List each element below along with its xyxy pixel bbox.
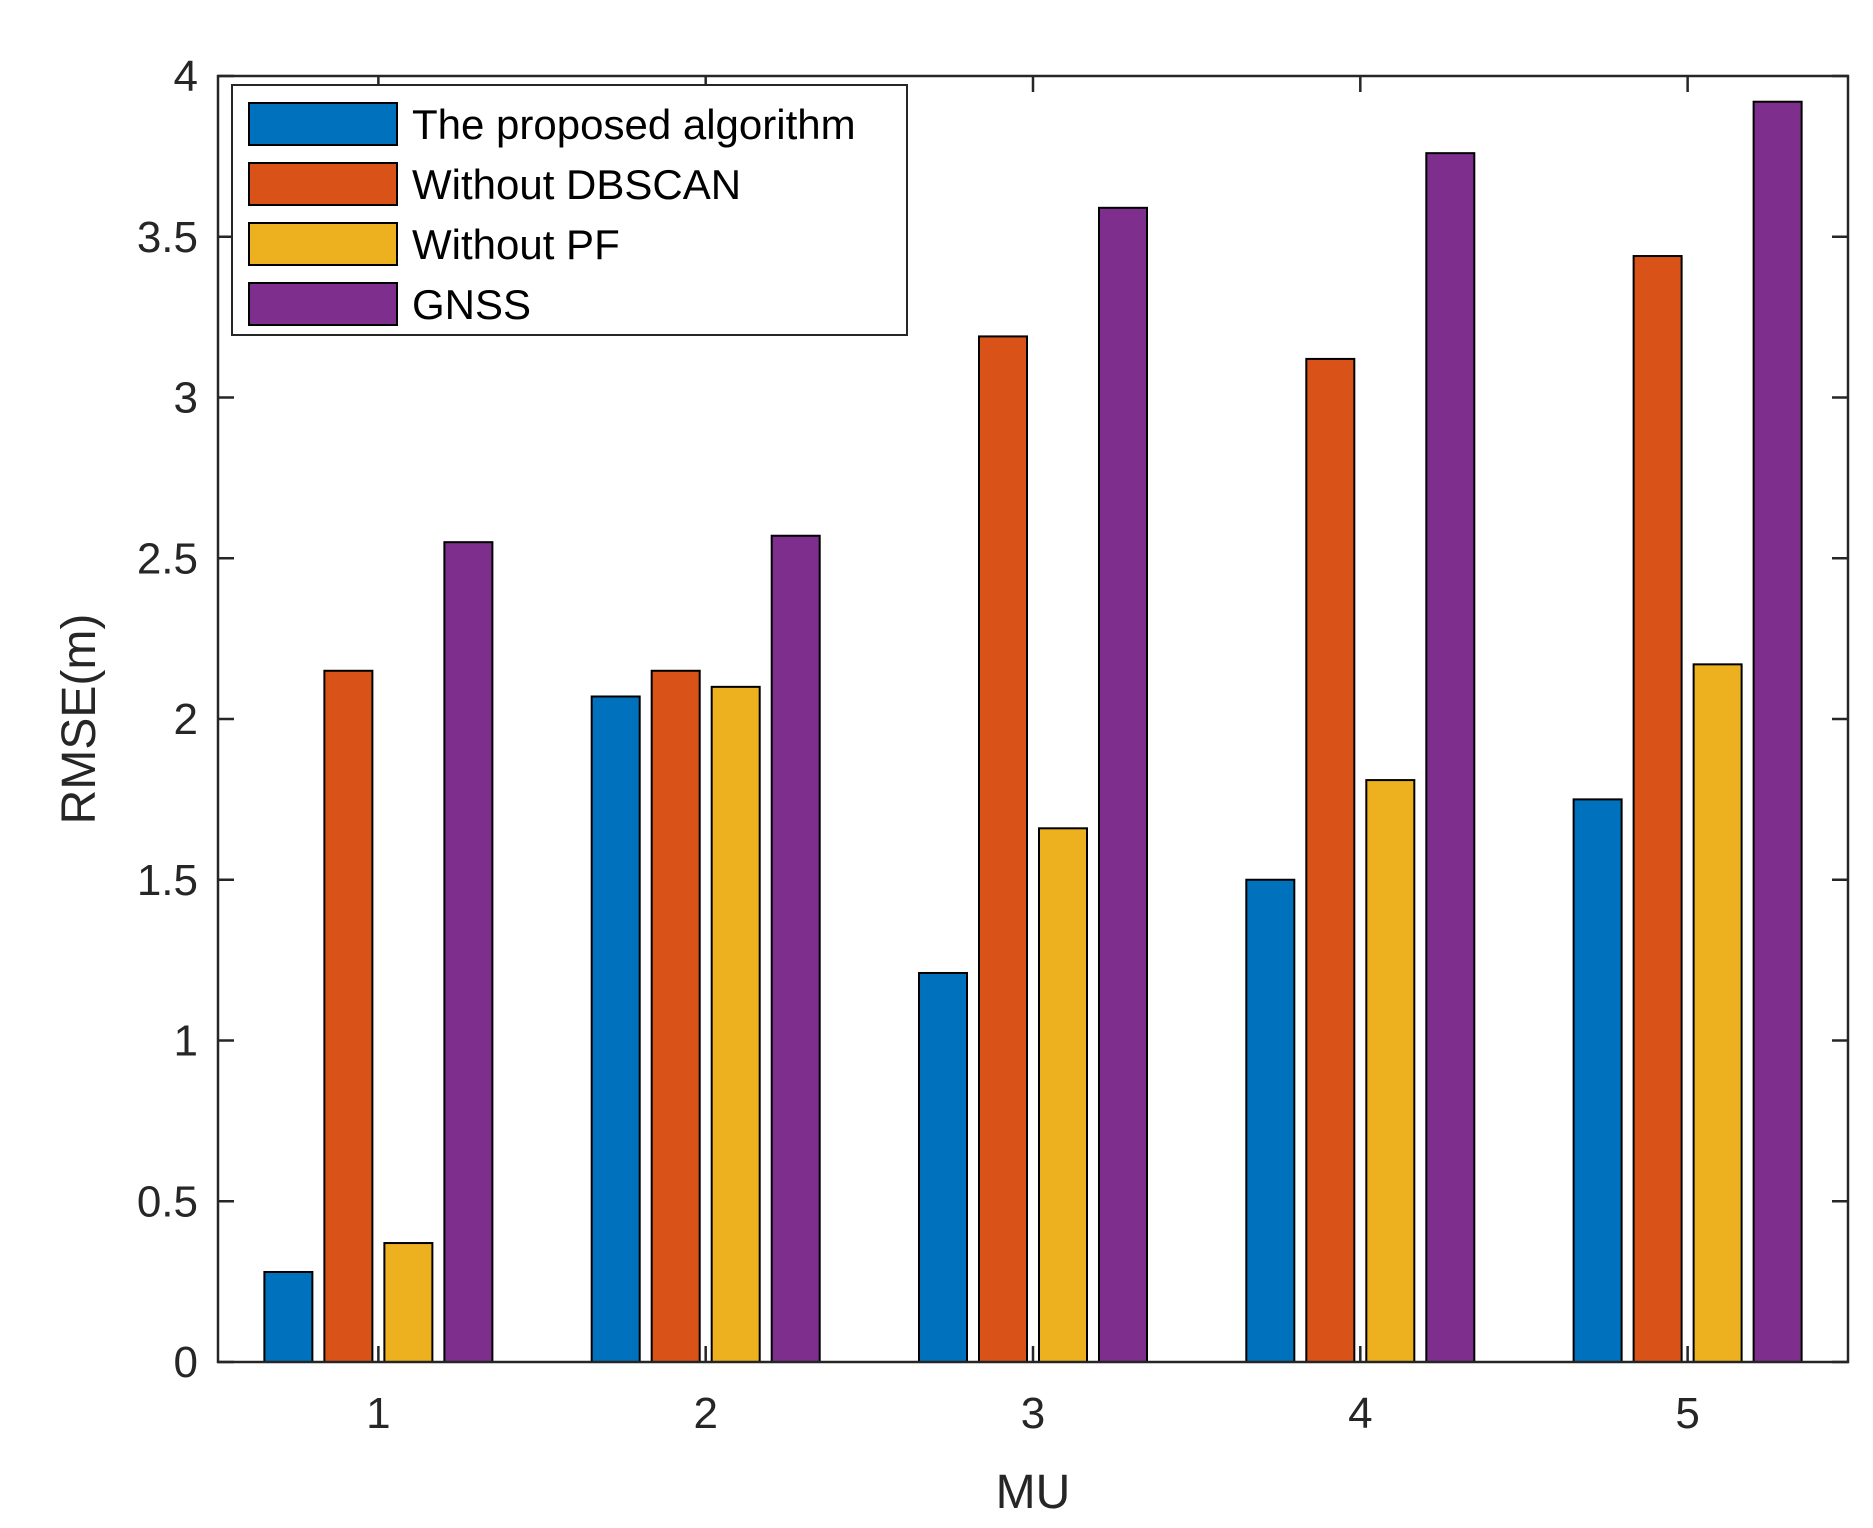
x-tick-label: 2 [693, 1389, 717, 1438]
bar-without-dbscan-mu-1 [323, 669, 374, 1363]
x-tick-label: 4 [1348, 1389, 1372, 1438]
y-tick-label: 0 [174, 1338, 198, 1387]
bar-without-dbscan-mu-2 [650, 669, 701, 1363]
bar-without-dbscan-mu-4 [1305, 357, 1356, 1364]
bar-the-proposed-algorithm-mu-3 [918, 971, 968, 1363]
x-tick-label: 5 [1675, 1389, 1699, 1438]
legend-swatch [248, 222, 398, 266]
y-tick-label: 1 [174, 1017, 198, 1066]
legend-label: Without DBSCAN [412, 161, 741, 208]
legend-swatch [248, 102, 398, 146]
y-tick-label: 1.5 [137, 856, 198, 905]
y-tick-label: 2 [174, 695, 198, 744]
bars [263, 100, 1803, 1364]
bar-without-pf-mu-3 [1038, 827, 1088, 1363]
y-tick-labels: 0 0.5 1 1.5 2 2.5 3 3.5 4 [137, 52, 198, 1387]
legend: The proposed algorithm Without DBSCAN With… [231, 84, 908, 336]
y-tick-label: 3 [174, 374, 198, 423]
axes [216, 74, 1850, 1364]
bar-gnss-mu-4 [1425, 152, 1476, 1363]
bar-gnss-mu-3 [1098, 206, 1148, 1364]
bar-the-proposed-algorithm-mu-1 [263, 1270, 314, 1363]
bar-without-dbscan-mu-5 [1632, 255, 1683, 1363]
bar-the-proposed-algorithm-mu-5 [1572, 798, 1623, 1363]
y-tick-label: 4 [174, 52, 198, 101]
x-axis-title: MU [996, 1466, 1071, 1519]
legend-label: The proposed algorithm [412, 101, 856, 148]
y-tick-label: 3.5 [137, 213, 198, 262]
bar-without-pf-mu-5 [1692, 663, 1743, 1363]
y-tick-label: 2.5 [137, 534, 198, 583]
bar-the-proposed-algorithm-mu-4 [1245, 878, 1296, 1363]
bar-gnss-mu-2 [770, 534, 821, 1363]
bar-without-pf-mu-4 [1365, 779, 1416, 1363]
x-tick-label: 1 [366, 1389, 390, 1438]
bar-without-pf-mu-1 [383, 1242, 434, 1364]
bar-gnss-mu-1 [443, 541, 494, 1363]
bar-without-dbscan-mu-3 [978, 335, 1028, 1363]
legend-label: Without PF [412, 221, 620, 268]
legend-label: GNSS [412, 281, 531, 328]
x-tick-labels: 1 2 3 4 5 [366, 1389, 1700, 1438]
bar-gnss-mu-5 [1752, 100, 1803, 1364]
legend-swatch [248, 282, 398, 326]
y-tick-label: 0.5 [137, 1177, 198, 1226]
legend-swatch [248, 162, 398, 206]
y-axis-title: RMSE(m) [53, 614, 106, 825]
bar-without-pf-mu-2 [710, 685, 761, 1363]
x-tick-label: 3 [1021, 1389, 1045, 1438]
bar-the-proposed-algorithm-mu-2 [590, 695, 641, 1363]
